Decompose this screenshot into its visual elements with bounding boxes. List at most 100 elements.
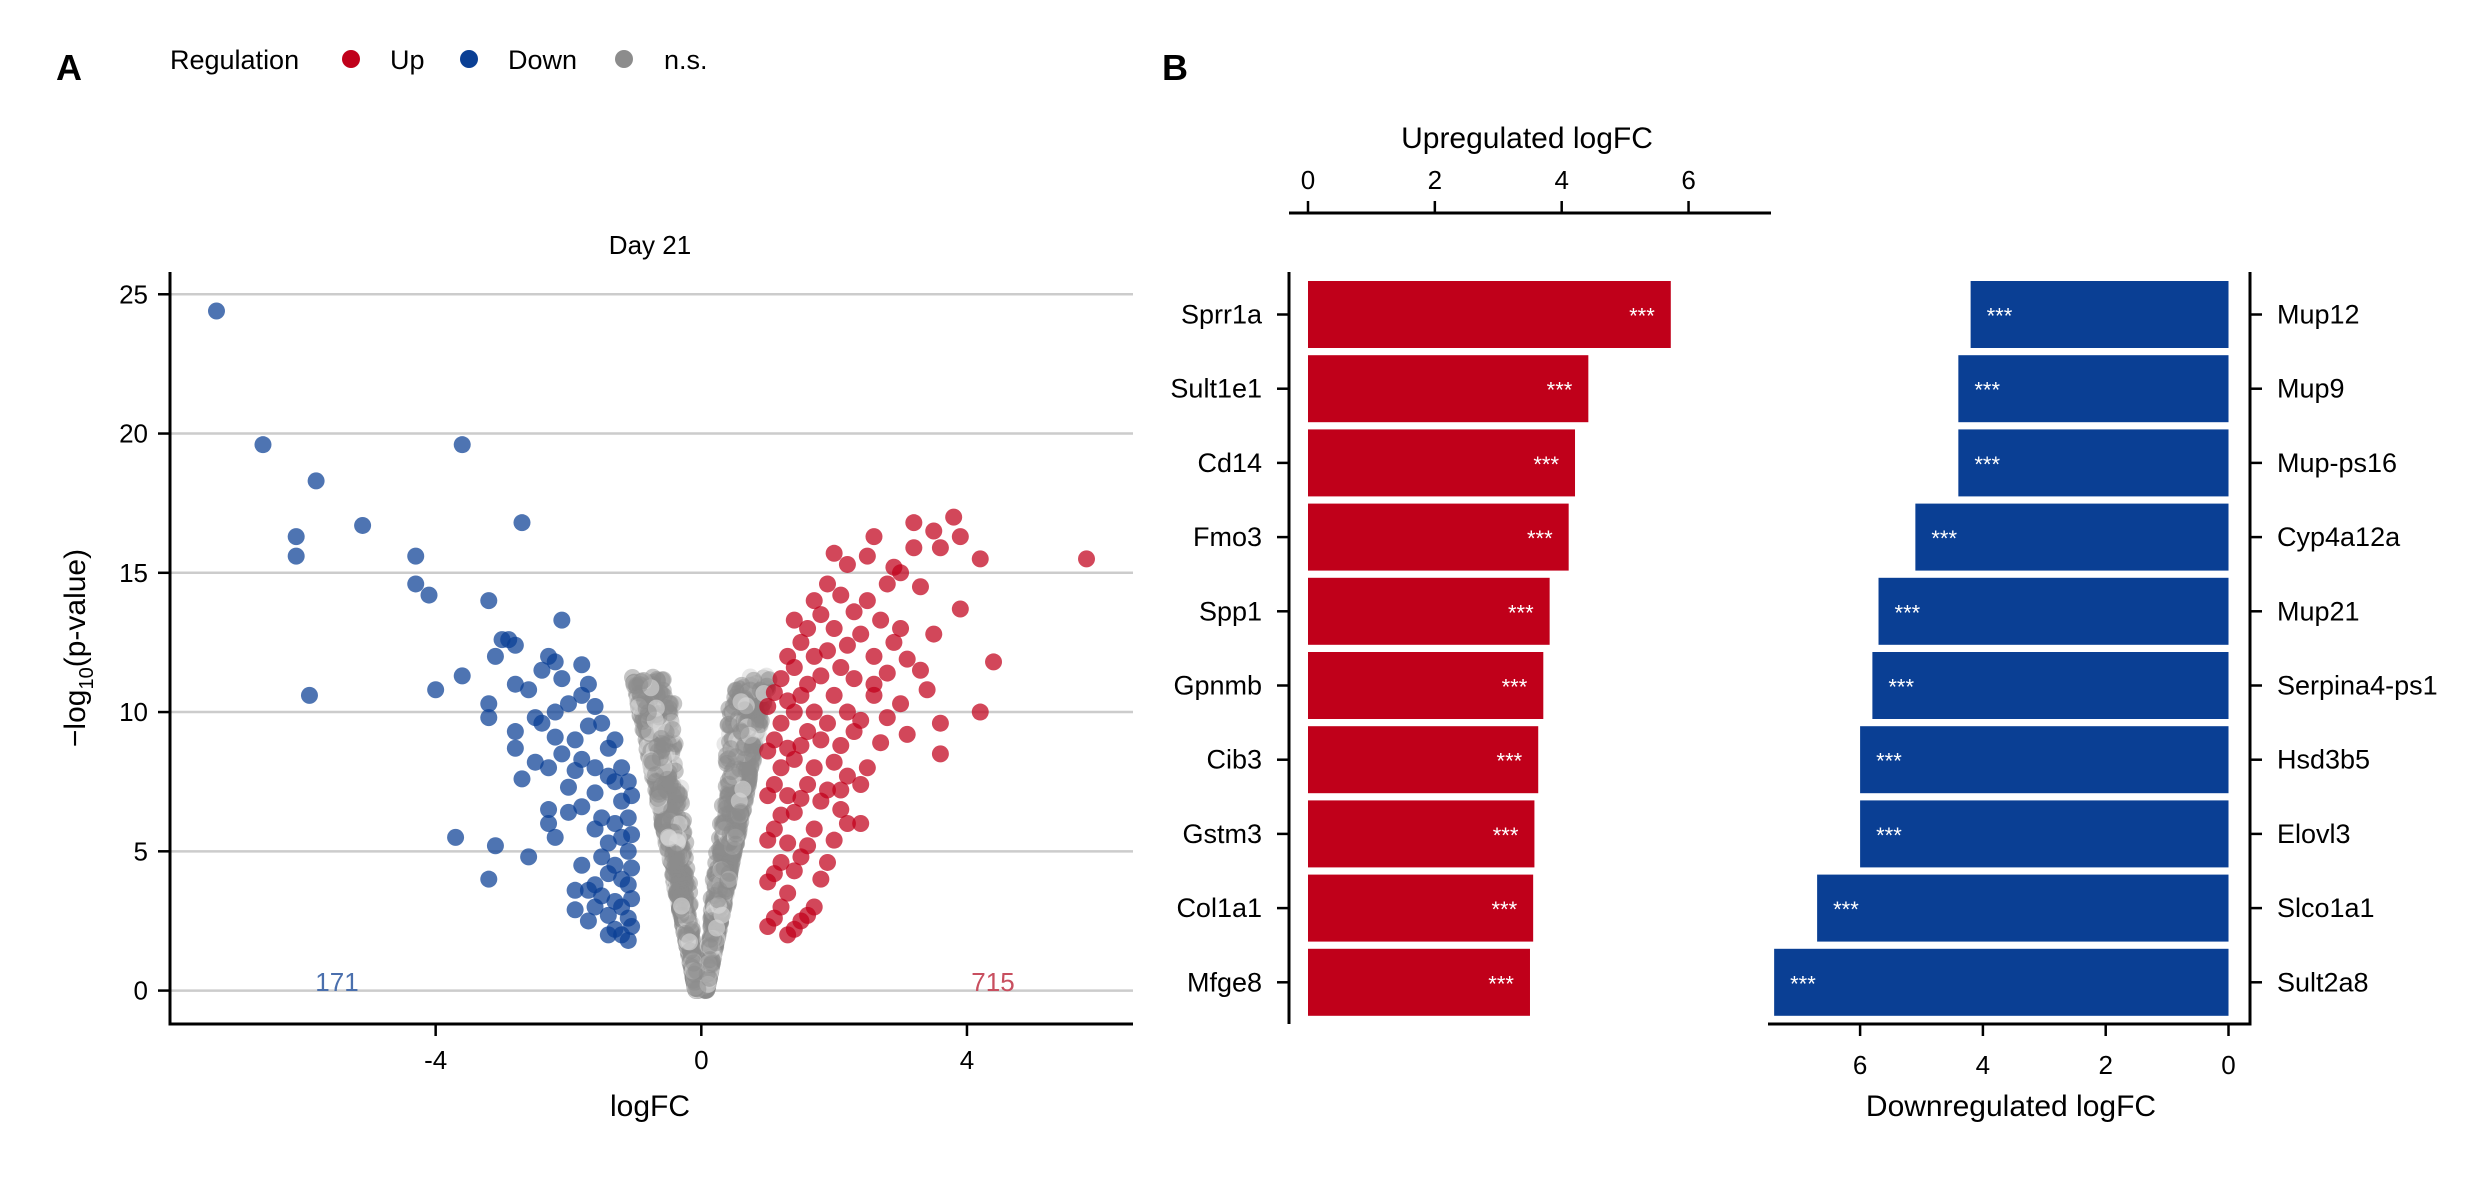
down-point	[354, 516, 372, 534]
up-point	[812, 792, 830, 810]
up-significance-label: ***	[1502, 675, 1528, 700]
up-point	[951, 528, 969, 546]
up-point	[838, 703, 856, 721]
ns-point	[652, 730, 670, 748]
down-point	[453, 436, 471, 454]
up-point	[898, 650, 916, 668]
down-point	[619, 931, 637, 949]
up-point	[892, 695, 910, 713]
down-point	[254, 436, 272, 454]
down-point	[619, 842, 637, 860]
down-point	[579, 675, 597, 693]
down-bar	[1878, 577, 2229, 645]
up-bar	[1308, 429, 1576, 497]
down-significance-label: ***	[1876, 749, 1902, 774]
ns-point	[732, 693, 750, 711]
down-bar	[1860, 800, 2229, 868]
ns-point	[720, 775, 738, 793]
up-gene-label: Mfge8	[1187, 967, 1262, 997]
ns-points	[624, 667, 778, 1000]
up-point	[838, 767, 856, 785]
up-point	[951, 600, 969, 618]
ns-point	[713, 906, 731, 924]
ns-point	[744, 751, 762, 769]
up-point	[852, 814, 870, 832]
down-gene-label: Hsd3b5	[2277, 745, 2370, 775]
down-significance-label: ***	[1833, 897, 1859, 922]
up-point	[925, 625, 943, 643]
up-point	[971, 703, 989, 721]
up-point	[805, 703, 823, 721]
down-point	[513, 770, 531, 788]
ns-point	[634, 721, 652, 739]
up-point	[825, 620, 843, 638]
up-point	[852, 625, 870, 643]
up-point	[845, 670, 863, 688]
up-point	[878, 709, 896, 727]
up-bar	[1308, 652, 1544, 719]
up-bar	[1308, 577, 1550, 645]
up-point	[812, 667, 830, 685]
ns-point	[653, 814, 671, 832]
up-point	[832, 736, 850, 754]
down-bars-x-ticks: 6 4 2 0	[1853, 1024, 2236, 1080]
down-gene-label: Cyp4a12a	[2277, 522, 2401, 552]
downregulated-bar-chart: 6 4 2 0 Mup12 *** Mup9 *** Mup-ps16 *** Cyp4a12a *…	[1768, 272, 2438, 1123]
down-bar	[1958, 355, 2229, 423]
ns-point	[673, 897, 691, 915]
down-point	[553, 611, 571, 629]
up-point	[825, 753, 843, 771]
ns-point	[685, 954, 703, 972]
y-tick-label: 25	[119, 279, 148, 309]
down-point	[506, 636, 524, 654]
up-gene-label: Sprr1a	[1181, 300, 1263, 330]
up-point	[792, 736, 810, 754]
up-point	[818, 853, 836, 871]
up-point	[772, 714, 790, 732]
up-significance-label: ***	[1547, 378, 1573, 403]
up-point	[945, 508, 963, 526]
up-point	[885, 558, 903, 576]
up-point	[911, 578, 929, 596]
up-point	[785, 611, 803, 629]
down-point	[480, 709, 498, 727]
up-point	[885, 633, 903, 651]
down-point	[593, 714, 611, 732]
up-point	[818, 714, 836, 732]
up-point	[858, 547, 876, 565]
ns-point	[727, 835, 745, 853]
down-bar	[1860, 726, 2229, 794]
down-point	[593, 809, 611, 827]
up-bar	[1308, 503, 1569, 571]
down-point	[480, 870, 498, 888]
down-count: 171	[315, 967, 358, 997]
volcano-gridlines	[170, 293, 1133, 992]
up-point	[785, 803, 803, 821]
up-point	[832, 801, 850, 819]
panel-b-letter: B	[1162, 47, 1188, 88]
up-x-tick-label: 6	[1681, 165, 1695, 195]
up-point	[858, 759, 876, 777]
x-tick-label: 0	[694, 1045, 708, 1075]
down-point	[623, 859, 641, 877]
up-point	[792, 633, 810, 651]
down-point	[566, 901, 584, 919]
ns-point	[702, 956, 720, 974]
up-gene-label: Cib3	[1206, 745, 1262, 775]
up-bar	[1308, 874, 1534, 942]
up-point	[852, 711, 870, 729]
ns-point	[639, 703, 657, 721]
up-significance-label: ***	[1508, 600, 1534, 625]
down-point	[540, 759, 558, 777]
down-points	[207, 302, 641, 949]
ns-point	[725, 810, 743, 828]
down-point	[506, 723, 524, 741]
up-gene-label: Col1a1	[1176, 893, 1262, 923]
down-point	[573, 856, 591, 874]
down-point	[619, 876, 637, 894]
down-gene-label: Mup12	[2277, 300, 2360, 330]
down-bars: Mup12 *** Mup9 *** Mup-ps16 *** Cyp4a12a *** Mup…	[1774, 281, 2438, 1016]
up-point	[805, 759, 823, 777]
ns-point	[745, 671, 763, 689]
